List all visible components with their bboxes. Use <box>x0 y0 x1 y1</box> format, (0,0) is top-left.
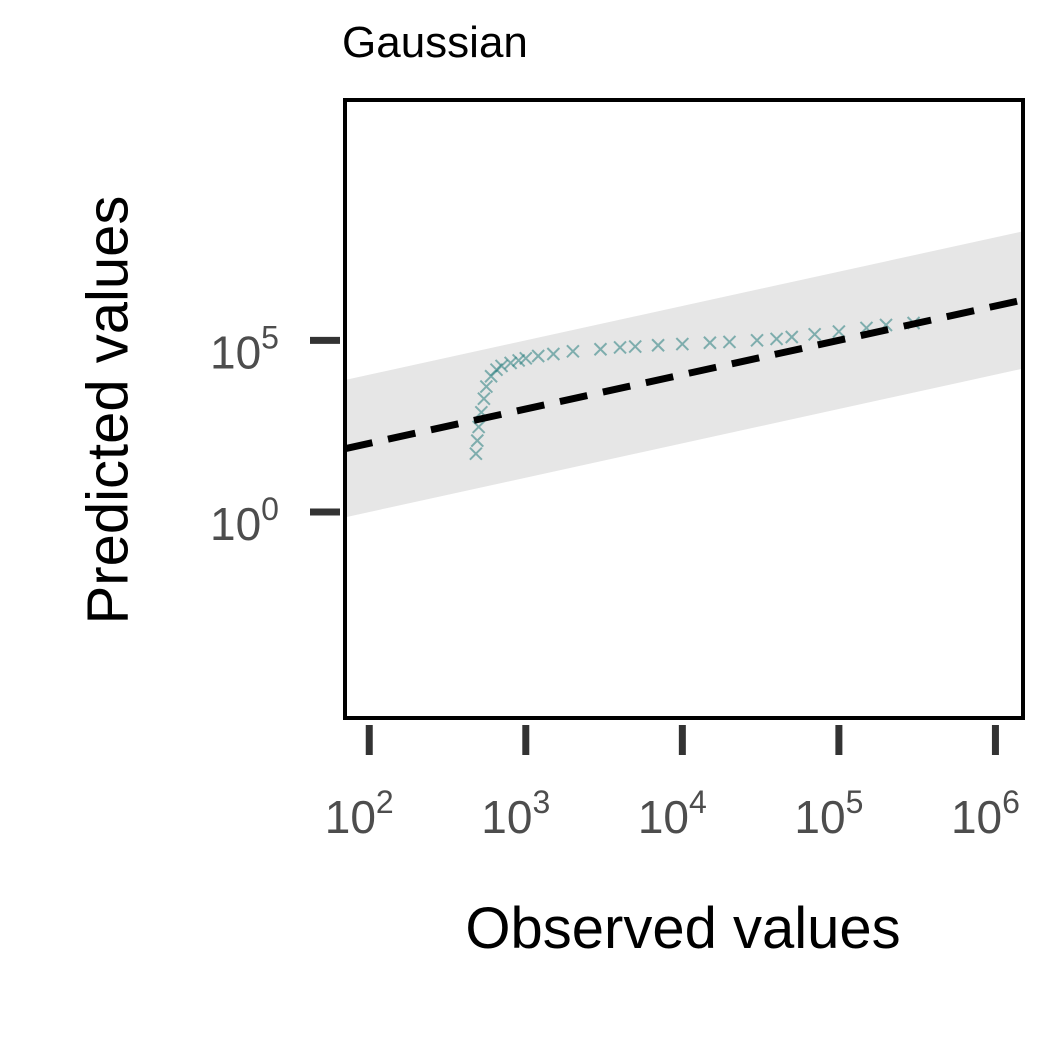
data-point <box>628 339 642 354</box>
data-point <box>750 333 764 348</box>
data-point <box>470 433 485 448</box>
y-axis-label: Predicted values <box>75 195 141 625</box>
plot-frame <box>343 98 1025 720</box>
data-point <box>469 446 483 461</box>
reference-line-layer <box>345 296 1023 453</box>
data-point <box>675 337 690 351</box>
data-point <box>479 379 494 394</box>
data-point <box>546 347 561 361</box>
scatter-points-layer <box>469 316 921 461</box>
x-axis-label: Observed values <box>465 896 901 961</box>
y-axis-ticks: 100 105 <box>210 319 340 550</box>
x-tick-label: 106 <box>951 784 1020 843</box>
reference-band-layer <box>345 231 1023 518</box>
data-point <box>703 336 717 350</box>
confidence-band <box>345 231 1023 518</box>
data-point <box>769 332 784 346</box>
x-tick-label: 104 <box>638 784 707 843</box>
data-point <box>531 349 545 363</box>
data-point <box>494 359 509 373</box>
data-point <box>566 344 580 358</box>
data-point <box>613 340 627 355</box>
x-axis-ticks: 102 103 104 105 106 <box>325 725 1020 843</box>
data-point <box>503 356 518 370</box>
x-tick-label: 103 <box>481 784 550 843</box>
data-point <box>477 391 491 406</box>
identity-line <box>345 296 1023 453</box>
x-tick-label: 102 <box>325 784 394 843</box>
data-point <box>722 335 737 349</box>
y-tick-label: 105 <box>210 319 279 378</box>
data-point <box>593 342 608 356</box>
data-point <box>807 327 822 341</box>
data-point <box>832 324 846 339</box>
data-point <box>651 338 665 352</box>
y-tick-label: 100 <box>210 491 279 550</box>
chart-title: Gaussian <box>342 18 528 67</box>
data-point <box>785 330 799 344</box>
x-tick-label: 105 <box>794 784 863 843</box>
data-point <box>519 351 533 365</box>
